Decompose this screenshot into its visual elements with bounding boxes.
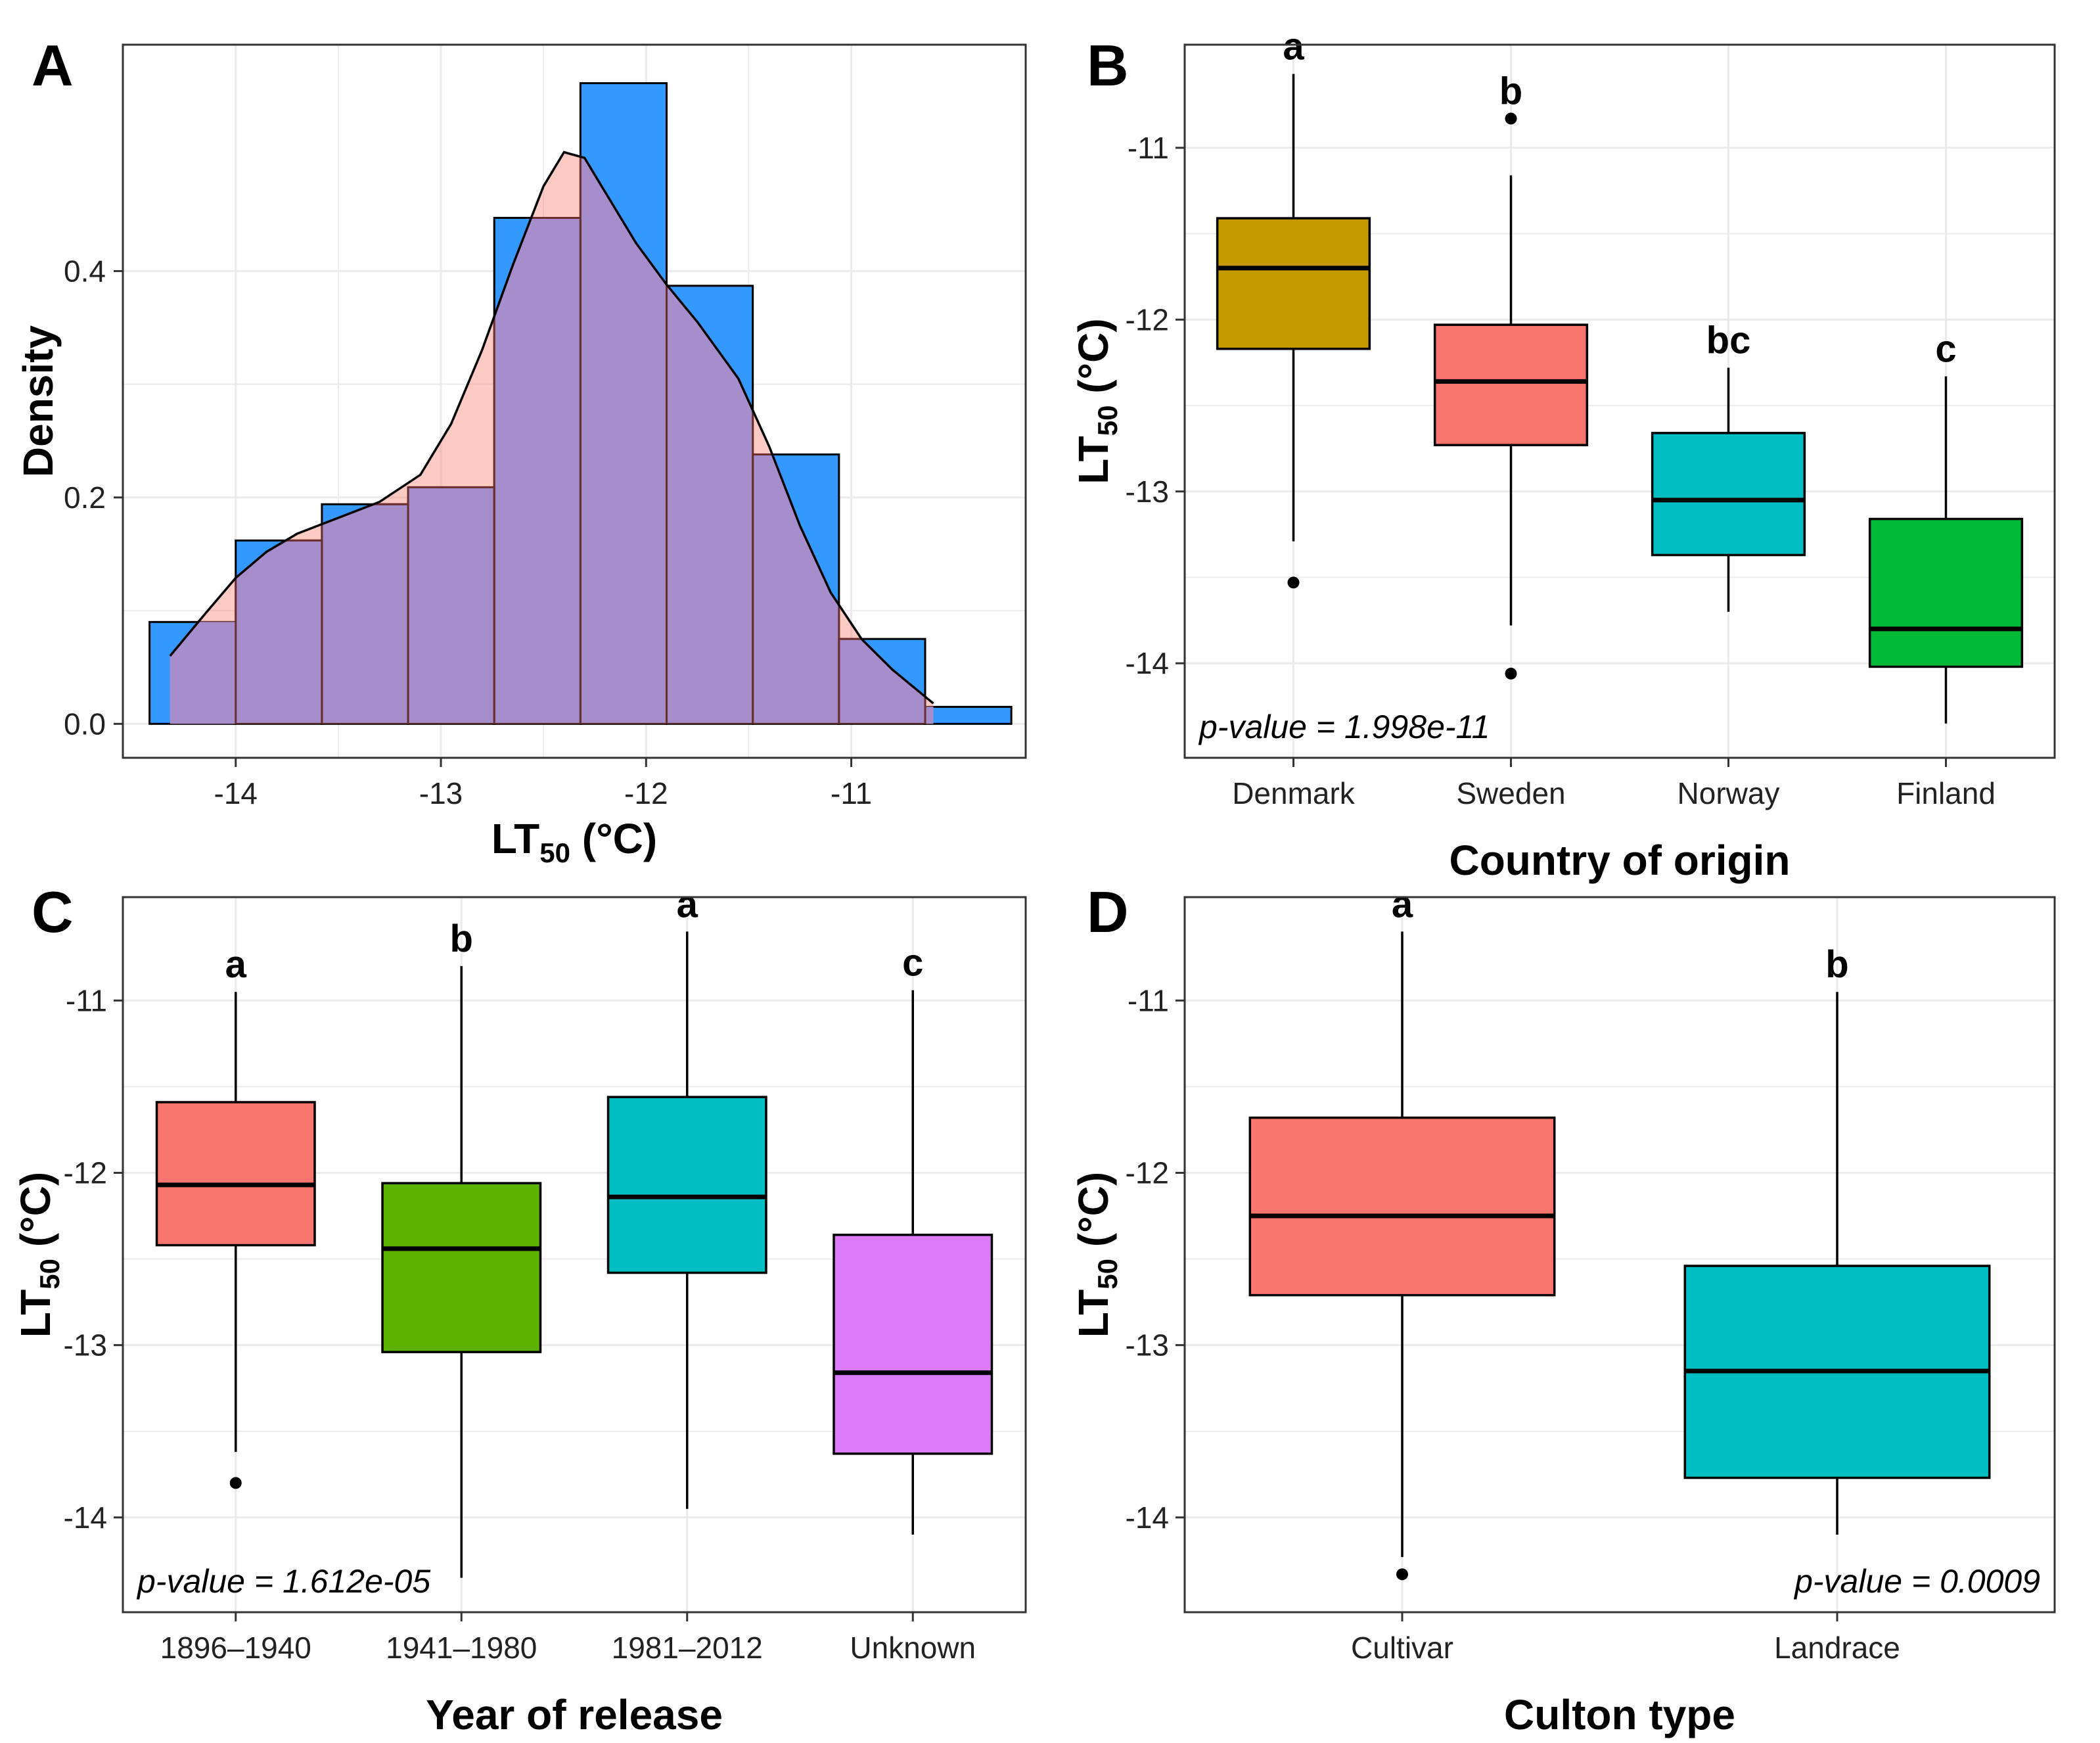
x-tick-label: Sweden: [1456, 776, 1565, 810]
axis-ticks: -14 -13 -12 -11 0.0 0.2 0.4: [64, 254, 872, 810]
y-axis-label: LT50 (°C): [1070, 1172, 1123, 1337]
x-tick-label: -13: [419, 776, 463, 810]
panel-letter-d: D: [1087, 879, 1129, 944]
y-tick-label: -11: [66, 983, 107, 1017]
y-tick-label: -11: [1128, 983, 1169, 1017]
y-tick-label: -14: [1126, 1500, 1169, 1535]
significance-letter: a: [225, 943, 247, 986]
significance-letter: bc: [1706, 319, 1751, 362]
box-sweden: [1433, 323, 1589, 446]
y-tick-label: 0.4: [64, 254, 106, 288]
y-tick-label: -13: [64, 1328, 107, 1362]
plot-frame: [1183, 43, 2056, 759]
axis-ticks: -14 -13 -12 -11 Cultivar Landrace: [1126, 983, 1900, 1665]
boxes: ab: [1248, 883, 1991, 1581]
axis-ticks: -14 -13 -12 -11 1896–1940 1941–1980 1981–2012 U…: [64, 983, 976, 1665]
overlay-bars: [169, 151, 934, 724]
significance-letter: b: [1825, 943, 1848, 986]
box-1896-1940: [155, 1101, 316, 1247]
panel-c-boxplot: a b a c -14 -13 -12 -11 1896–1940 1941–1980 1981–…: [12, 883, 1027, 1738]
x-tick-label: Unknown: [850, 1631, 976, 1665]
y-tick-label: -12: [1126, 1155, 1169, 1190]
x-tick-label: Norway: [1678, 776, 1780, 810]
x-tick-label: Finland: [1896, 776, 1996, 810]
y-axis-label: Density: [14, 325, 62, 478]
outlier-point: [229, 1477, 242, 1489]
x-tick-label: -11: [831, 776, 872, 810]
y-tick-label: -14: [64, 1500, 107, 1535]
x-tick-label: -12: [624, 776, 668, 810]
x-tick-label: Cultivar: [1351, 1631, 1453, 1665]
boxes: a b a c: [155, 883, 993, 1578]
x-tick-label: 1896–1940: [160, 1631, 311, 1665]
box-cultivar: [1248, 1116, 1556, 1297]
box-finland: [1868, 517, 2024, 668]
plot-frame: [122, 896, 1027, 1614]
histogram-bar: [924, 706, 1013, 725]
outlier-point: [1396, 1568, 1408, 1581]
plot-frame: [122, 43, 1027, 759]
x-tick-label: 1981–2012: [612, 1631, 763, 1665]
significance-letter: c: [902, 942, 923, 985]
y-tick-label: -11: [1128, 131, 1169, 165]
y-axis-label: LT50 (°C): [12, 1172, 65, 1337]
y-axis-label: LT50 (°C): [1070, 318, 1123, 484]
overlap-bar: [408, 487, 495, 724]
p-value-annotation: p-value = 1.612e-05: [136, 1563, 430, 1600]
x-tick-label: 1941–1980: [386, 1631, 537, 1665]
overlap-bar: [494, 218, 581, 724]
boxes: a b bc c: [1216, 25, 2024, 724]
significance-letter: a: [1283, 25, 1304, 68]
y-tick-label: -13: [1126, 475, 1169, 509]
significance-letter: a: [1392, 883, 1413, 925]
significance-letter: b: [450, 918, 473, 960]
box-1941-1980: [381, 1182, 542, 1353]
x-axis-label: Culton type: [1504, 1691, 1735, 1738]
significance-letter: b: [1499, 70, 1522, 112]
y-tick-label: -13: [1126, 1328, 1169, 1362]
significance-letter: c: [1935, 328, 1956, 371]
x-axis-label: Country of origin: [1449, 837, 1790, 884]
overlap-bar: [924, 707, 934, 724]
x-tick-label: Landrace: [1774, 1631, 1900, 1665]
y-tick-label: 0.0: [64, 707, 106, 741]
y-tick-label: -12: [1126, 302, 1169, 337]
y-tick-label: -14: [1126, 646, 1169, 680]
outlier-point: [1287, 576, 1300, 589]
x-axis-label: Year of release: [426, 1691, 723, 1738]
x-tick-label: -14: [214, 776, 258, 810]
box-norway: [1651, 432, 1806, 557]
p-value-annotation: p-value = 0.0009: [1793, 1563, 2040, 1600]
panel-letter-a: A: [32, 33, 74, 98]
plot-frame: [1183, 896, 2056, 1614]
axis-ticks: -14 -13 -12 -11 Denmark Sweden Norway Finland: [1126, 131, 1996, 810]
overlap-bar: [321, 504, 409, 724]
significance-letter: a: [677, 883, 698, 925]
panel-a-histogram: -14 -13 -12 -11 0.0 0.2 0.4 LT50 (°C) Density: [14, 43, 1027, 868]
density-curve-line: [169, 151, 934, 705]
y-tick-label: -12: [64, 1155, 107, 1190]
panel-letter-b: B: [1087, 33, 1129, 98]
overlap-bar: [235, 540, 322, 724]
p-value-annotation: p-value = 1.998e-11: [1198, 709, 1490, 745]
panel-letter-c: C: [32, 879, 74, 944]
panel-b-boxplot: a b bc c -14 -13 -12 -11 Denmark Sweden Norway Fin…: [1070, 25, 2056, 884]
outlier-point: [1505, 112, 1517, 125]
x-axis-label: LT50 (°C): [491, 815, 657, 868]
box-1981-2012: [606, 1096, 767, 1274]
x-tick-label: Denmark: [1232, 776, 1356, 810]
box-unknown: [833, 1234, 993, 1455]
outlier-point: [1505, 667, 1517, 680]
y-tick-label: 0.2: [64, 480, 106, 515]
box-denmark: [1216, 217, 1371, 350]
